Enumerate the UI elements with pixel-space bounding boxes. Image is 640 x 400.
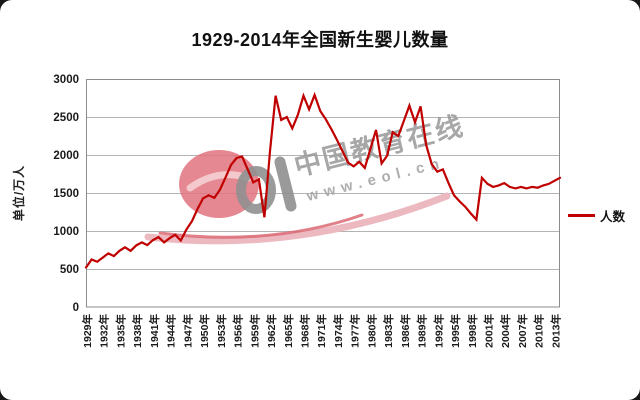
svg-text:2000: 2000 xyxy=(53,150,79,162)
svg-text:1938年: 1938年 xyxy=(131,314,144,348)
svg-text:1980年: 1980年 xyxy=(365,314,378,348)
svg-text:1998年: 1998年 xyxy=(466,314,479,348)
chart-title: 1929-2014年全国新生婴儿数量 xyxy=(191,30,449,50)
y-axis-title: 单位/万人 xyxy=(11,165,26,221)
svg-text:1935年: 1935年 xyxy=(114,314,127,348)
svg-text:1995年: 1995年 xyxy=(449,314,462,348)
data-series xyxy=(84,91,562,269)
svg-text:0: 0 xyxy=(73,302,79,314)
svg-text:1000: 1000 xyxy=(53,226,79,238)
eol-swoosh-pale xyxy=(144,192,451,245)
svg-text:3000: 3000 xyxy=(53,74,79,86)
svg-text:500: 500 xyxy=(60,264,79,276)
svg-text:2013年: 2013年 xyxy=(549,314,562,348)
svg-text:1989年: 1989年 xyxy=(416,314,429,348)
legend-label: 人数 xyxy=(600,210,626,224)
svg-text:2500: 2500 xyxy=(53,112,79,124)
svg-text:1992年: 1992年 xyxy=(432,314,445,348)
plot-border xyxy=(86,79,560,308)
watermark: 中国教育在线 www.eol.cn xyxy=(144,110,467,245)
svg-text:1983年: 1983年 xyxy=(382,314,395,348)
svg-text:1947年: 1947年 xyxy=(181,314,194,348)
svg-text:2004年: 2004年 xyxy=(499,314,512,348)
eol-logo-l xyxy=(274,156,297,212)
legend-line-swatch xyxy=(568,214,595,217)
svg-text:1950年: 1950年 xyxy=(198,314,211,348)
svg-text:2007年: 2007年 xyxy=(516,314,529,348)
svg-text:1953年: 1953年 xyxy=(215,314,228,348)
svg-text:1962年: 1962年 xyxy=(265,314,278,348)
svg-text:1971年: 1971年 xyxy=(315,314,328,348)
svg-text:1968年: 1968年 xyxy=(298,314,311,348)
svg-text:1932年: 1932年 xyxy=(98,314,111,348)
eol-swoosh-dark xyxy=(158,213,364,239)
axis-labels: 0 500 1000 1500 2000 2500 3000 1929年 1932年 1935年 1… xyxy=(53,74,562,348)
svg-text:1956年: 1956年 xyxy=(232,314,245,348)
svg-text:1929年: 1929年 xyxy=(81,314,94,348)
svg-text:1959年: 1959年 xyxy=(248,314,261,348)
svg-text:2001年: 2001年 xyxy=(483,314,496,348)
svg-text:2010年: 2010年 xyxy=(533,314,546,348)
svg-text:1965年: 1965年 xyxy=(282,314,295,348)
legend: 人数 xyxy=(568,206,625,225)
svg-text:1986年: 1986年 xyxy=(399,314,412,348)
eol-logo-o xyxy=(236,166,276,214)
svg-text:1500: 1500 xyxy=(53,188,79,200)
svg-text:1944年: 1944年 xyxy=(165,314,178,348)
svg-text:1941年: 1941年 xyxy=(148,314,161,348)
svg-text:1974年: 1974年 xyxy=(332,314,345,348)
svg-text:1977年: 1977年 xyxy=(349,314,362,348)
